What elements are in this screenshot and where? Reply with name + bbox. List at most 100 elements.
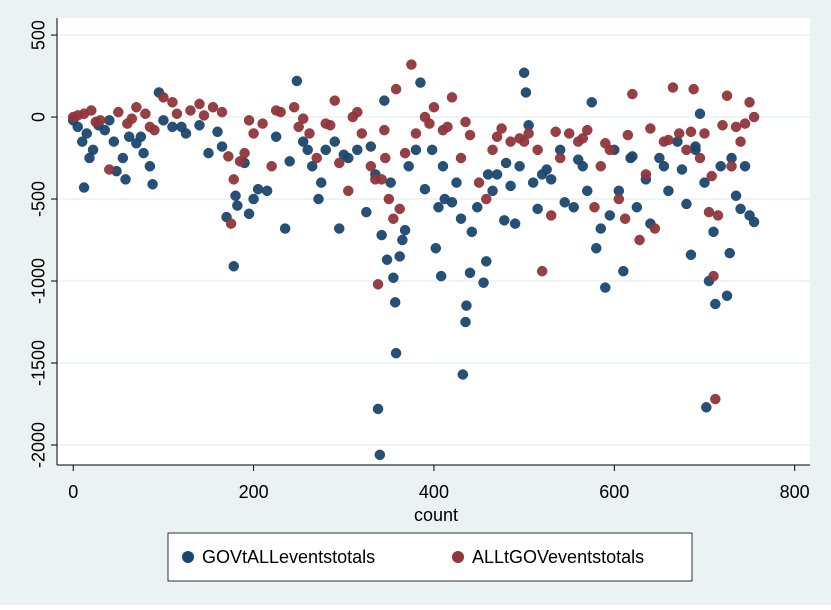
point — [523, 128, 534, 139]
point — [99, 124, 111, 136]
point — [394, 251, 405, 262]
point — [397, 234, 408, 246]
point — [428, 101, 440, 113]
point — [694, 152, 706, 164]
legend-marker — [452, 551, 464, 563]
point — [352, 144, 363, 156]
point — [279, 223, 291, 234]
point — [379, 124, 390, 136]
point — [600, 138, 611, 149]
point — [673, 128, 685, 139]
point — [706, 170, 717, 182]
point — [87, 144, 99, 156]
point — [739, 118, 751, 129]
point — [117, 152, 129, 164]
point — [487, 144, 498, 156]
point — [491, 169, 503, 180]
point — [419, 183, 431, 195]
point — [239, 147, 250, 159]
point — [415, 77, 426, 88]
point — [248, 193, 259, 205]
point — [681, 144, 692, 156]
point — [442, 121, 453, 133]
point — [645, 123, 656, 134]
point — [334, 157, 345, 169]
point — [113, 106, 124, 118]
point — [563, 128, 575, 139]
point — [478, 277, 489, 288]
point — [536, 265, 548, 277]
y-tick-label: -2000 — [29, 422, 49, 468]
legend — [167, 532, 693, 582]
point — [688, 83, 699, 95]
point — [291, 75, 303, 87]
x-tick-label: 0 — [68, 482, 78, 502]
point — [304, 128, 315, 139]
point — [243, 208, 255, 220]
point — [591, 242, 602, 254]
point — [496, 123, 507, 134]
point — [595, 223, 607, 234]
point — [212, 126, 223, 138]
point — [216, 106, 228, 118]
point — [372, 403, 384, 415]
point — [681, 198, 692, 210]
point — [72, 121, 83, 133]
plot-area — [57, 18, 810, 465]
point — [243, 115, 255, 126]
point — [424, 118, 435, 129]
point — [266, 160, 277, 172]
point — [487, 185, 498, 197]
point — [311, 152, 322, 164]
point — [171, 108, 183, 120]
point — [385, 177, 396, 188]
point — [376, 229, 387, 241]
point — [293, 121, 304, 133]
point — [329, 136, 341, 147]
point — [595, 160, 607, 172]
point — [138, 147, 149, 159]
point — [372, 279, 384, 290]
point — [455, 213, 467, 224]
point — [297, 113, 309, 124]
point — [481, 193, 492, 205]
point — [252, 183, 264, 195]
point — [185, 105, 196, 116]
point — [482, 169, 494, 180]
point — [499, 215, 510, 226]
point — [329, 95, 341, 106]
point — [520, 87, 532, 98]
point — [126, 113, 138, 124]
point — [518, 136, 530, 147]
point — [144, 160, 156, 172]
point — [403, 160, 414, 172]
point — [343, 185, 354, 197]
legend-label: ALLtGOVeventstotals — [472, 547, 644, 567]
point — [717, 119, 728, 131]
point — [471, 201, 483, 213]
point — [228, 174, 240, 185]
point — [270, 131, 282, 142]
point — [203, 147, 214, 159]
point — [302, 144, 313, 156]
point — [721, 90, 733, 101]
point — [586, 97, 598, 108]
point — [446, 92, 458, 103]
point — [77, 136, 88, 147]
point — [589, 201, 600, 213]
point — [473, 177, 485, 188]
point — [81, 128, 93, 139]
marks — [67, 59, 760, 461]
point — [410, 128, 422, 139]
point — [457, 369, 469, 380]
point — [104, 164, 115, 175]
point — [406, 59, 417, 70]
point — [223, 151, 234, 162]
point — [365, 160, 377, 172]
point — [545, 210, 557, 221]
point — [460, 316, 471, 328]
x-tick-label: 800 — [780, 482, 810, 502]
point — [500, 157, 512, 169]
point — [376, 174, 387, 185]
point — [550, 126, 561, 138]
